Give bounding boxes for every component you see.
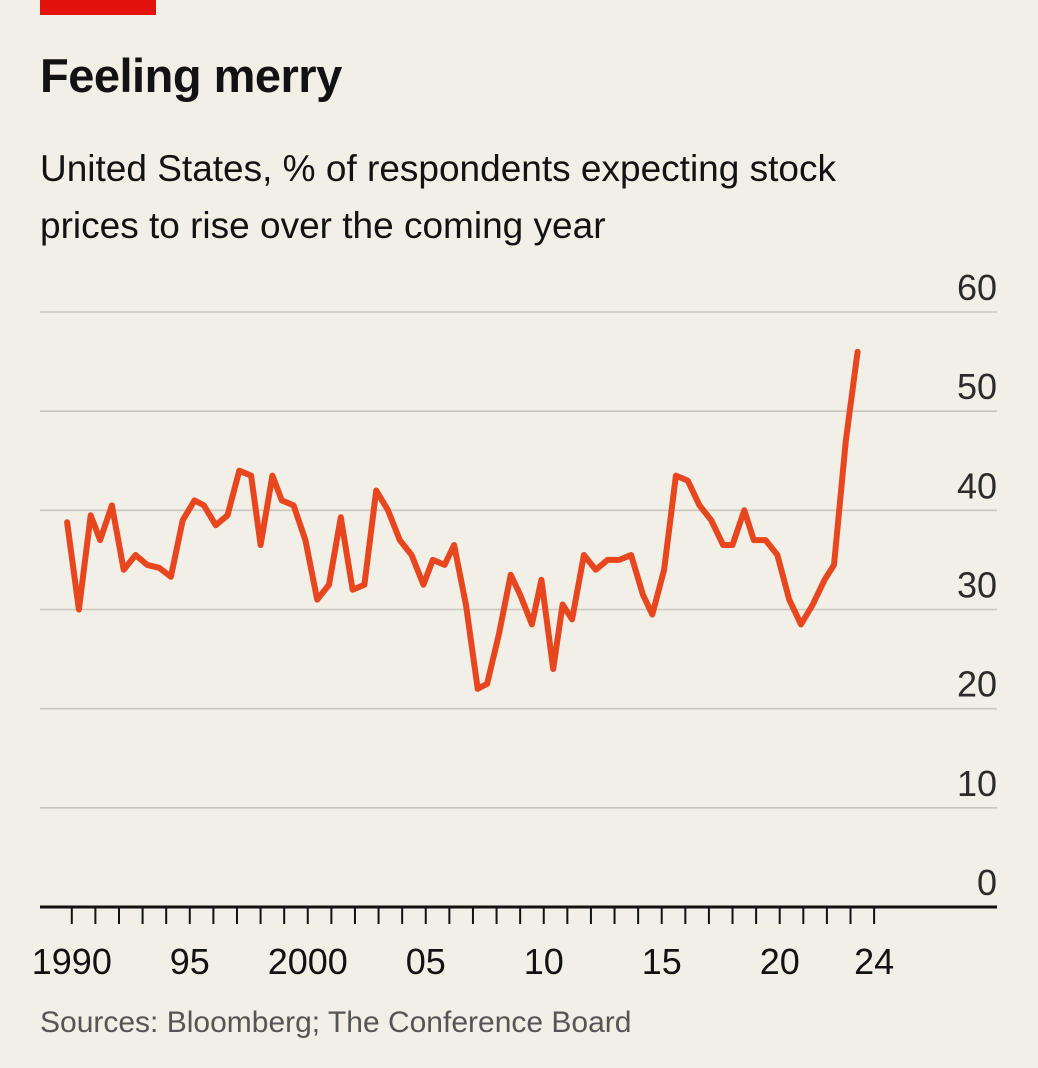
series-line xyxy=(64,348,861,692)
x-tick-label: 20 xyxy=(760,941,800,982)
x-tick-label: 10 xyxy=(524,941,564,982)
y-tick-label: 40 xyxy=(957,465,997,506)
y-tick-label: 60 xyxy=(957,267,997,308)
brand-tag xyxy=(40,0,156,15)
x-tick-label: 95 xyxy=(170,941,210,982)
x-tick-label: 15 xyxy=(642,941,682,982)
y-tick-label: 0 xyxy=(977,862,997,903)
x-tick-label: 1990 xyxy=(32,941,112,982)
x-tick-label: 2000 xyxy=(268,941,348,982)
chart-subtitle: United States, % of respondents expectin… xyxy=(40,148,836,246)
y-tick-label: 10 xyxy=(957,763,997,804)
line-chart: 0 10 20 30 40 50 60 1990 95 2000 05 10 15 20 24 xyxy=(32,267,997,982)
y-tick-label: 20 xyxy=(957,664,997,705)
x-tick-label: 05 xyxy=(406,941,446,982)
y-tick-label: 50 xyxy=(957,366,997,407)
chart-title: Feeling merry xyxy=(40,49,342,102)
y-tick-label: 30 xyxy=(957,565,997,606)
x-tick-label: 24 xyxy=(854,941,894,982)
source-note: Sources: Bloomberg; The Conference Board xyxy=(40,1006,632,1039)
